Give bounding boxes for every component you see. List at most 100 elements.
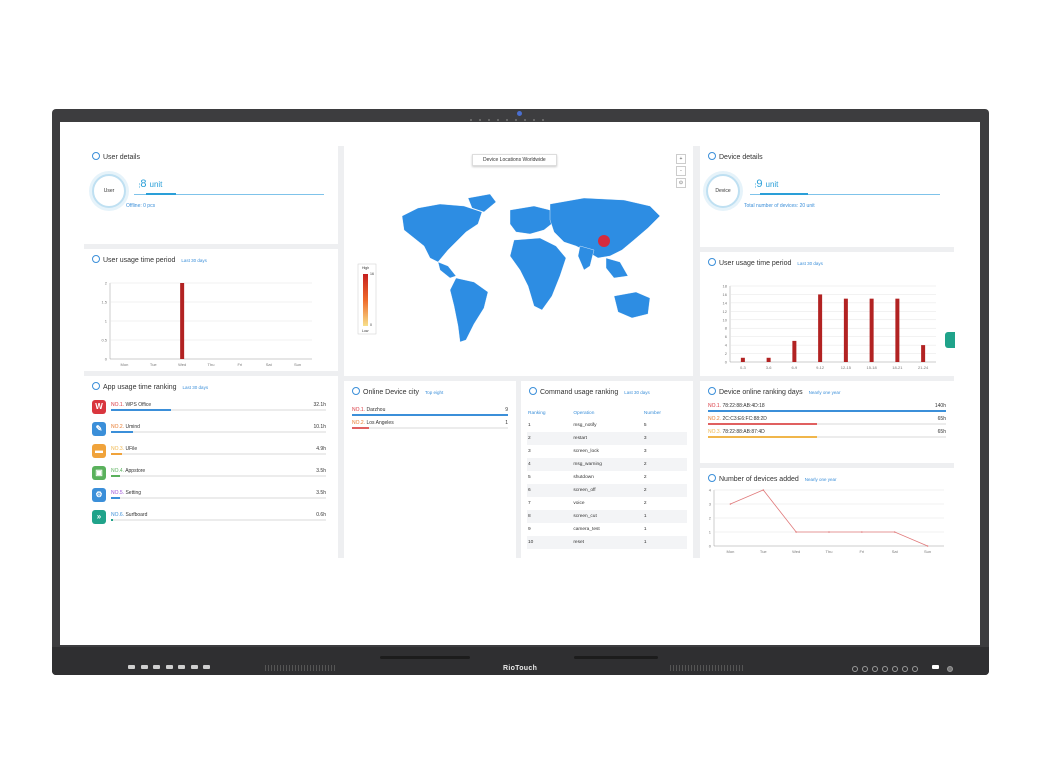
online-rank-row[interactable]: NO.1. 78:22:88:AB:4D:18 140h xyxy=(708,403,946,415)
x-tick-label: 18-21 xyxy=(892,365,903,370)
cell-number: 2 xyxy=(643,501,647,506)
app-rank-row[interactable]: W NO.1. WPS Office 32.1h xyxy=(92,400,330,420)
city-row[interactable]: NO.2. Los Angeles 1 xyxy=(352,420,508,432)
table-row[interactable]: 1 msg_notify 5 xyxy=(527,419,687,432)
online-rank-row[interactable]: NO.3. 78:22:88:AB:87:4D 65h xyxy=(708,429,946,441)
table-row[interactable]: 3 screen_lock 3 xyxy=(527,445,687,458)
devices-added-chart: 0 1 2 3 4 Mon Tue Wed Thu Fri Sat Sun xyxy=(709,488,944,554)
bar xyxy=(792,340,797,362)
cell-number: 3 xyxy=(643,449,647,454)
port-1 xyxy=(128,665,135,669)
device-id: 78:22:88:AB:87:4D xyxy=(722,429,765,435)
cell-ranking: 5 xyxy=(528,475,531,480)
port-7 xyxy=(203,665,210,669)
zoom-in-button[interactable]: + xyxy=(676,154,686,164)
port-6 xyxy=(191,665,198,669)
bar xyxy=(843,298,848,362)
cell-operation: msg_notify xyxy=(573,423,597,428)
table-row[interactable]: 9 camera_test 1 xyxy=(527,523,687,536)
online-hours: 65h xyxy=(937,416,946,422)
app-rank-number: NO.3. xyxy=(111,446,125,452)
cell-number: 5 xyxy=(643,423,647,428)
legend-low-label: Low xyxy=(362,329,369,333)
app-rank-row[interactable]: ⚙ NO.5. Setting 3.5h xyxy=(92,488,330,508)
table-row[interactable]: 10 reset 1 xyxy=(527,536,687,549)
africa xyxy=(509,237,567,311)
app-rank-name: NO.4. Appstore xyxy=(111,468,145,474)
user-underline xyxy=(134,194,324,195)
front-button-7[interactable] xyxy=(912,666,918,672)
bar xyxy=(895,298,900,362)
table-row[interactable]: 8 screen_cut 1 xyxy=(527,510,687,523)
city-row[interactable]: NO.1. Darzhou 9 xyxy=(352,407,508,419)
online-rank-label: NO.3. 78:22:88:AB:87:4D xyxy=(708,429,765,435)
front-button-1[interactable] xyxy=(852,666,858,672)
app-rank-number: NO.6. xyxy=(111,512,125,518)
pen-slot-left xyxy=(380,656,470,659)
data-point xyxy=(828,531,830,533)
y-tick-label: 8 xyxy=(725,326,728,331)
user-count-value: ¦8 unit xyxy=(139,178,163,190)
app-rank-number: NO.2. xyxy=(111,424,125,430)
cell-operation: screen_lock xyxy=(573,449,599,454)
app-usage-value: 4.9h xyxy=(316,446,326,452)
app-rank-row[interactable]: » NO.6. Surfboard 0.6h xyxy=(92,510,330,530)
app-ranking-panel: App usage time ranking Last 30 days W NO.1… xyxy=(84,376,338,558)
monitor-icon xyxy=(352,387,360,395)
app-rank-name: NO.2. Umind xyxy=(111,424,140,430)
online-rank-label: NO.1. 78:22:88:AB:4D:18 xyxy=(708,403,765,409)
x-tick-label: Tue xyxy=(760,549,768,554)
table-row[interactable]: 2 restart 3 xyxy=(527,432,687,445)
reset-view-button[interactable]: ⊙ xyxy=(676,178,686,188)
table-row[interactable]: 4 msg_warning 2 xyxy=(527,458,687,471)
cell-ranking: 8 xyxy=(527,510,573,523)
y-tick-label: 2 xyxy=(105,281,108,286)
command-table: Ranking Operation Number 1 msg_notify 5 2 re… xyxy=(527,407,687,549)
table-row[interactable]: 7 voice 2 xyxy=(527,497,687,510)
app-rank-row[interactable]: ✎ NO.2. Umind 10.1h xyxy=(92,422,330,442)
bar xyxy=(180,283,185,359)
app-rank-row[interactable]: ▣ NO.4. Appstore 3.5h xyxy=(92,466,330,486)
speaker-grille-right xyxy=(670,665,745,671)
app-name: Appstore xyxy=(125,468,146,474)
table-row[interactable]: 5 shutdown 2 xyxy=(527,471,687,484)
user-offline-text: Offline: 0 pcs xyxy=(126,203,156,209)
power-button[interactable] xyxy=(947,666,953,672)
y-tick-label: 0.5 xyxy=(101,338,107,343)
front-button-5[interactable] xyxy=(892,666,898,672)
cell-ranking: 2 xyxy=(527,432,573,445)
device-total-text: Total number of devices: 20 unit xyxy=(744,203,815,209)
legend-max-label: 16 xyxy=(370,272,374,276)
side-panel-tab[interactable] xyxy=(945,332,955,348)
online-rank-row[interactable]: NO.2. 2C:C3:E6:FC:88:2D 65h xyxy=(708,416,946,428)
app-usage-value: 32.1h xyxy=(313,402,326,408)
app-rank-row[interactable]: ▬ NO.3. UFile 4.9h xyxy=(92,444,330,464)
city-name: Los Angeles xyxy=(366,420,394,426)
cell-number: 3 xyxy=(642,432,687,445)
app-name: WPS Office xyxy=(125,402,152,408)
front-button-6[interactable] xyxy=(902,666,908,672)
x-tick-label: Fri xyxy=(860,549,865,554)
app-usage-value: 3.5h xyxy=(316,468,326,474)
front-button-4[interactable] xyxy=(882,666,888,672)
panel-title: Command usage ranking Last 30 days xyxy=(529,387,650,396)
y-tick-label: 4 xyxy=(725,343,728,348)
data-point xyxy=(762,489,765,491)
table-row[interactable]: 6 screen_off 2 xyxy=(527,484,687,497)
app-rank-name: NO.6. Surfboard xyxy=(111,512,147,518)
y-tick-label: 0 xyxy=(725,360,728,365)
clock-icon xyxy=(92,255,100,263)
app-usage-track xyxy=(111,497,326,499)
dashboard: User details User ¦8 unit Offline: 0 pcs… xyxy=(84,146,954,558)
panel-title: User usage time period Last 30 days xyxy=(708,258,823,267)
north-america xyxy=(401,203,483,263)
online-rank-number: NO.3. xyxy=(708,429,722,435)
front-button-3[interactable] xyxy=(872,666,878,672)
panel-title: Number of devices added Nearly one year xyxy=(708,474,837,483)
x-tick-label: 3-6 xyxy=(766,365,773,370)
front-button-2[interactable] xyxy=(862,666,868,672)
app-usage-value: 10.1h xyxy=(313,424,326,430)
city-bar xyxy=(352,427,370,429)
zoom-out-button[interactable]: - xyxy=(676,166,686,176)
online-track xyxy=(708,423,946,425)
